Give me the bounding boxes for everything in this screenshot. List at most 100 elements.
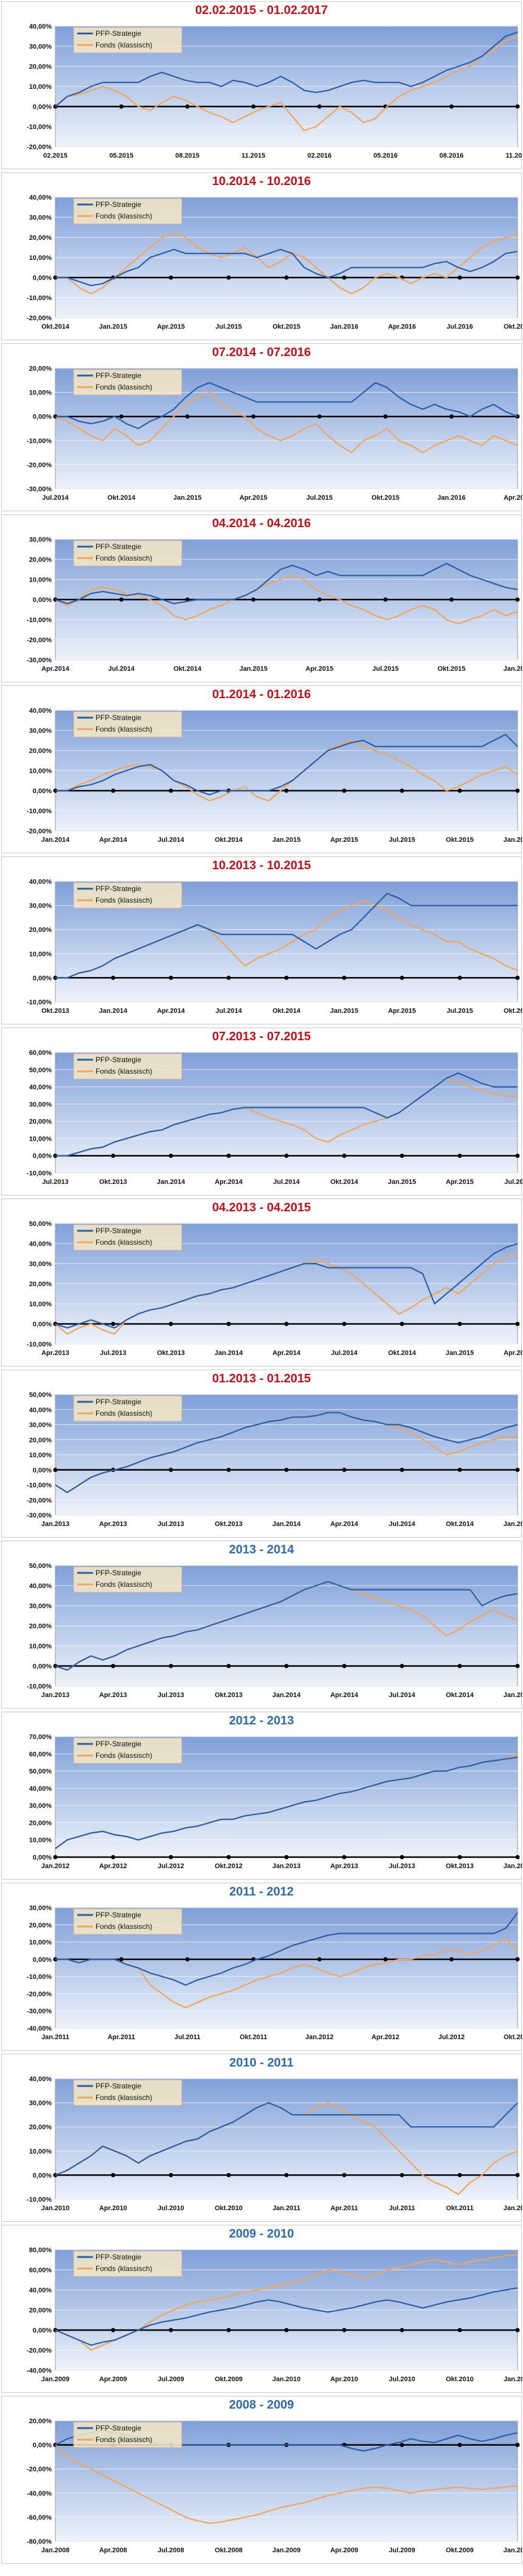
y-tick-label: -20,00% (27, 1990, 52, 1998)
baseline-marker (185, 104, 190, 109)
legend-label: PFP-Strategie (95, 1398, 142, 1406)
x-tick-label: Jul.2013 (389, 1863, 415, 1870)
line-chart: -10,00% 0,00% 10,00% 20,00% 30,00% 40,00% Jan.… (27, 2076, 522, 2212)
y-tick-label: 0,00% (33, 1663, 52, 1670)
baseline-marker (457, 788, 462, 793)
chart-panel: 10.2014 - 10.2016 -20,00% -10,00% 0,00% 10,0… (1, 172, 522, 340)
y-tick-label: 10,00% (29, 254, 52, 262)
y-tick-label: 10,00% (29, 1452, 52, 1459)
legend-box (73, 27, 182, 54)
baseline-marker (111, 1664, 116, 1668)
y-tick-label: 10,00% (29, 576, 52, 584)
baseline-marker (457, 1321, 462, 1326)
chart-title: 01.2013 - 01.2015 (212, 1372, 311, 1385)
y-tick-label: -10,00% (27, 124, 52, 131)
x-tick-label: Jan.2016 (504, 836, 522, 844)
legend: PFP-Strategie Fonds (klassisch) (73, 2250, 182, 2277)
legend-label: Fonds (klassisch) (95, 212, 152, 220)
baseline-marker (342, 1321, 347, 1326)
baseline-marker (515, 1664, 520, 1668)
y-tick-label: 40,00% (29, 1785, 52, 1793)
legend-label: Fonds (klassisch) (95, 41, 152, 49)
series-line-fonds-klassisch (55, 35, 518, 131)
baseline-marker (400, 975, 404, 980)
x-tick-label: Jan.2014 (157, 1178, 185, 1186)
x-tick-label: Jan.2016 (330, 323, 358, 331)
x-tick-label: 08.2016 (440, 152, 464, 159)
chart-title: 2011 - 2012 (229, 1885, 294, 1899)
chart-title: 2013 - 2014 (229, 1543, 294, 1556)
legend-label: PFP-Strategie (95, 2253, 142, 2261)
legend: PFP-Strategie Fonds (klassisch) (73, 2079, 182, 2106)
baseline-marker (111, 2172, 116, 2177)
x-tick-label: Jul.2014 (389, 1692, 415, 1699)
chart-title: 04.2013 - 04.2015 (212, 1201, 311, 1214)
x-tick-label: Jul.2013 (158, 1521, 184, 1528)
legend-box (73, 711, 182, 738)
y-tick-label: 30,00% (29, 727, 52, 735)
y-tick-label: 20,00% (29, 365, 52, 373)
baseline-marker (251, 414, 256, 419)
chart-panel: 04.2013 - 04.2015 -10,00% 0,00% 10,00% 20,00… (1, 1199, 522, 1367)
legend-box (73, 2079, 182, 2106)
y-tick-label: -40,00% (27, 2490, 52, 2497)
x-tick-label: Okt.2014 (41, 323, 70, 331)
baseline-marker (226, 1664, 231, 1668)
series-line-pfp-strategie (55, 733, 518, 796)
chart-title: 2009 - 2010 (229, 2227, 294, 2241)
x-tick-label: Apr.2011 (330, 2205, 358, 2212)
baseline-marker (515, 2328, 520, 2333)
y-tick-label: -20,00% (27, 315, 52, 322)
series-line-pfp-strategie (55, 1242, 518, 1329)
y-tick-label: 20,00% (29, 556, 52, 564)
y-tick-label: 30,00% (29, 536, 52, 544)
y-tick-label: -10,00% (27, 617, 52, 624)
x-tick-label: Jan.2015 (504, 1521, 522, 1528)
series-line-pfp-strategie (55, 1412, 518, 1493)
baseline-marker (449, 1957, 454, 1962)
chart-panel: 07.2013 - 07.2015 -10,00% 0,00% 10,00% 20,00… (1, 1027, 522, 1195)
baseline-marker (111, 975, 116, 980)
baseline-marker (515, 1468, 520, 1472)
x-tick-label: Jul.2009 (389, 2547, 415, 2554)
baseline-marker (400, 1468, 404, 1472)
x-tick-label: Apr.2015 (157, 323, 185, 331)
baseline-marker (284, 275, 289, 280)
x-tick-label: Okt.2013 (157, 1349, 185, 1357)
y-tick-label: 20,00% (29, 1819, 52, 1827)
y-tick-label: 30,00% (29, 43, 52, 51)
baseline-marker (168, 275, 173, 280)
x-tick-label: Okt.2014 (108, 494, 136, 502)
y-tick-label: 20,00% (29, 1118, 52, 1125)
x-tick-label: Jul.2013 (100, 1349, 126, 1357)
legend: PFP-Strategie Fonds (klassisch) (73, 711, 182, 738)
legend-box (73, 369, 182, 396)
legend-box (73, 2250, 182, 2277)
chart-panel: 2013 - 2014 -10,00% 0,00% 10,00% 20,00% 30,00… (1, 1541, 522, 1709)
y-tick-label: 10,00% (29, 768, 52, 775)
legend-box (73, 1224, 182, 1251)
x-tick-label: Jul.2014 (389, 1521, 415, 1528)
y-tick-label: 70,00% (29, 1734, 52, 1741)
series-line-pfp-strategie (55, 248, 518, 287)
y-tick-label: -30,00% (27, 1512, 52, 1519)
legend-box (73, 1053, 182, 1080)
x-tick-label: Jan.2014 (215, 1349, 243, 1357)
y-tick-label: -20,00% (27, 144, 52, 151)
x-tick-label: 05.2015 (109, 152, 134, 159)
x-tick-label: Jan.2010 (504, 2547, 522, 2554)
series-line-pfp-strategie (55, 2102, 518, 2176)
x-tick-label: Jan.2015 (330, 1007, 358, 1015)
x-tick-label: Jan.2015 (272, 836, 300, 844)
legend-label: Fonds (klassisch) (95, 1580, 152, 1589)
y-tick-label: 60,00% (29, 1049, 52, 1057)
baseline-marker (226, 2172, 231, 2177)
x-tick-label: Jan.2011 (504, 2376, 522, 2383)
chart-title: 10.2013 - 10.2015 (212, 859, 311, 872)
chart-title: 01.2014 - 01.2016 (212, 688, 311, 701)
y-tick-label: 0,00% (33, 413, 52, 421)
baseline-marker (400, 1664, 404, 1668)
legend-box (73, 1737, 182, 1764)
x-tick-label: Jan.2010 (272, 2376, 300, 2383)
x-tick-label: Okt.2010 (446, 2376, 474, 2383)
